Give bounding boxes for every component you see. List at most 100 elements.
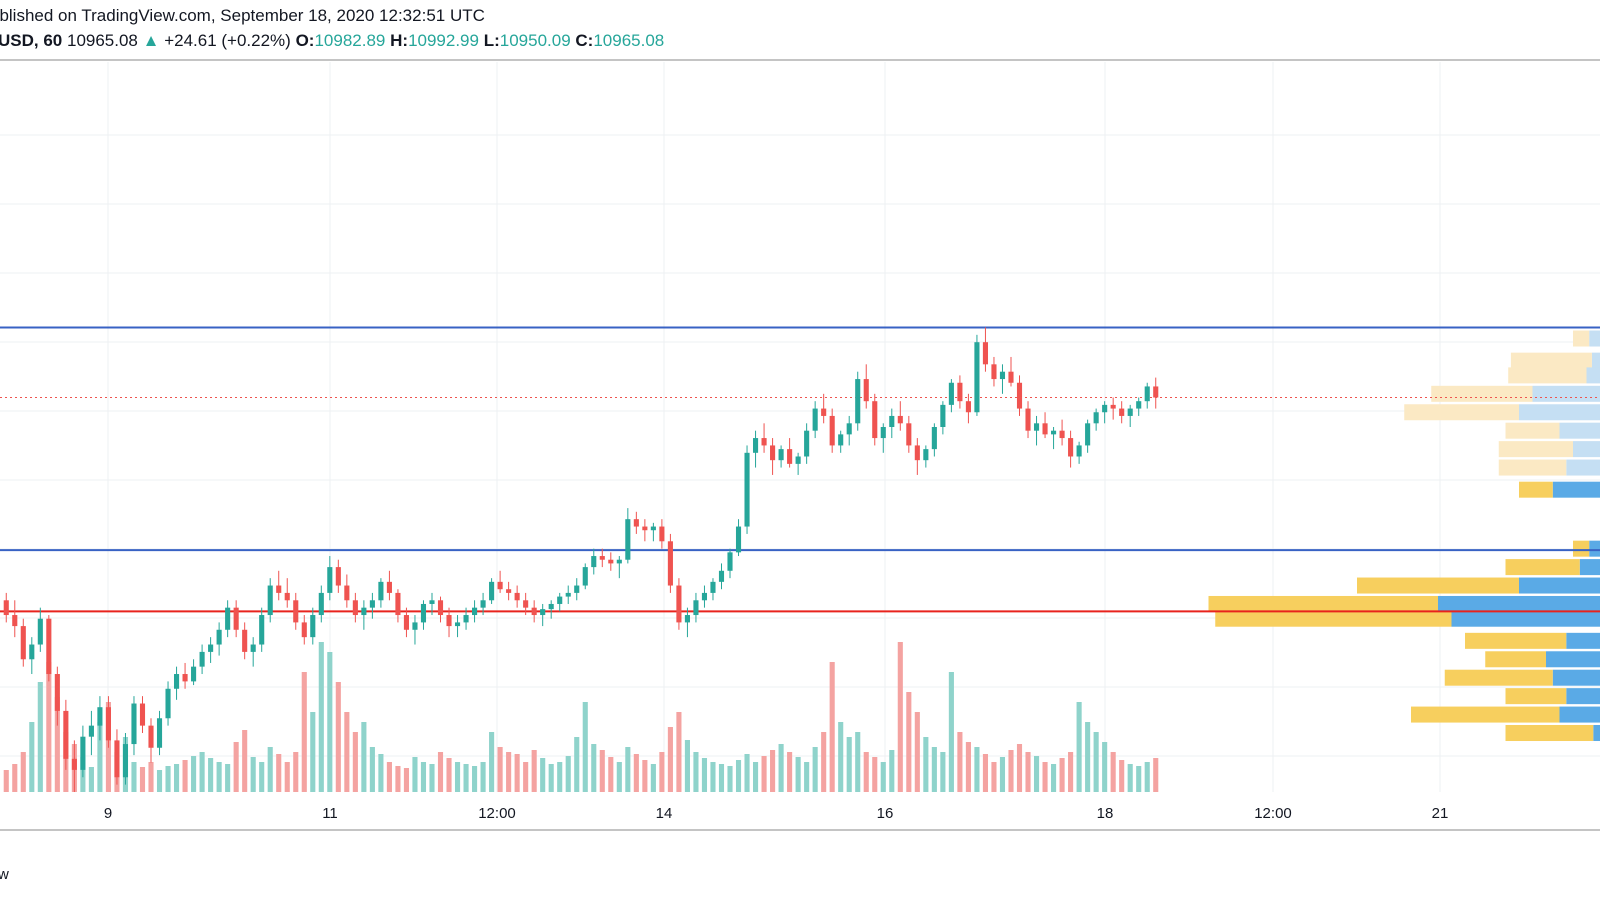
volume-bar <box>1033 756 1040 792</box>
candle-body <box>429 600 435 604</box>
volume-bar <box>29 722 35 792</box>
candle-body <box>872 401 878 439</box>
candle-body <box>974 342 980 413</box>
candle-body <box>242 629 248 652</box>
candle-body <box>420 603 427 623</box>
volume-bar <box>914 712 920 792</box>
candle-body <box>940 404 946 427</box>
candle-body <box>718 570 725 582</box>
volume-profile-up-bar <box>1404 404 1519 421</box>
volume-bar <box>165 766 171 792</box>
candle-body <box>216 629 222 645</box>
candle-body <box>446 615 452 627</box>
volume-bar <box>1136 766 1142 792</box>
candle-body <box>497 581 503 590</box>
candle-body <box>369 600 375 608</box>
volume-bar <box>957 732 963 792</box>
candle-body <box>301 622 307 638</box>
candle-body <box>591 556 597 568</box>
volume-bar <box>173 764 180 792</box>
volume-bar <box>335 682 341 792</box>
volume-bar <box>965 742 971 792</box>
volume-bar <box>1016 744 1023 792</box>
candle-body <box>352 600 358 616</box>
volume-bar <box>182 760 188 792</box>
up-arrow-icon: ▲ <box>142 31 160 50</box>
symbol-label[interactable]: USD, 60 <box>0 31 63 50</box>
candle-body <box>744 452 750 527</box>
publish-text: ublished on TradingView.com, September 1… <box>0 6 485 25</box>
volume-bar <box>821 732 827 792</box>
candle-body <box>88 725 94 737</box>
volume-bar <box>582 702 588 792</box>
volume-profile-down-bar <box>1566 632 1600 649</box>
volume-bar <box>242 730 248 792</box>
volume-bar <box>684 740 690 792</box>
volume-profile-up-bar <box>1465 632 1567 649</box>
candle-body <box>787 449 793 464</box>
volume-bar <box>846 737 852 792</box>
candle-body <box>608 559 614 564</box>
volume-bar <box>301 672 307 792</box>
volume-profile-down-bar <box>1519 404 1600 421</box>
volume-bar <box>787 752 793 792</box>
volume-bar <box>548 764 554 792</box>
candle-body <box>625 519 631 560</box>
candle-body <box>931 427 937 450</box>
volume-bar <box>880 762 886 792</box>
candle-body <box>276 585 282 593</box>
volume-bar <box>650 764 656 792</box>
candle-body <box>97 707 103 726</box>
volume-bar <box>642 760 648 792</box>
volume-bar <box>735 760 742 792</box>
candle-body <box>454 622 461 627</box>
candle-body <box>659 526 665 542</box>
candle-body <box>693 600 699 616</box>
candle-body <box>1127 408 1133 416</box>
volume-bar <box>523 762 529 792</box>
close-value: 10965.08 <box>593 31 665 50</box>
volume-bar <box>1110 752 1116 792</box>
candle-body <box>727 552 733 571</box>
candle-body <box>139 703 146 726</box>
volume-profile-up-bar <box>1357 577 1519 594</box>
candle-body <box>752 438 759 453</box>
volume-bar <box>752 762 759 792</box>
volume-bar <box>472 766 478 792</box>
x-tick-label: 21 <box>1432 805 1449 822</box>
volume-profile-down-bar <box>1559 706 1600 723</box>
candle-body <box>37 618 43 645</box>
candle-body <box>863 379 869 402</box>
volume-bar <box>761 756 767 792</box>
volume-bar <box>489 732 495 792</box>
volume-bar <box>770 750 776 792</box>
volume-bar <box>778 744 784 792</box>
volume-bar <box>872 757 878 792</box>
candle-body <box>122 744 129 778</box>
candle-body <box>804 430 810 457</box>
volume-profile-down-bar <box>1586 367 1600 384</box>
candle-body <box>1119 408 1125 416</box>
volume-bar <box>463 764 469 792</box>
candle-body <box>914 445 920 461</box>
x-tick-label: 16 <box>877 805 894 822</box>
candle-body <box>540 609 546 616</box>
volume-bar <box>889 750 895 792</box>
candle-body <box>616 559 622 564</box>
volume-bar <box>838 722 844 792</box>
volume-bar <box>480 762 486 792</box>
candle-body <box>965 401 971 413</box>
volume-bar <box>625 747 631 792</box>
candle-body <box>233 607 239 630</box>
footer-brand: w <box>0 866 9 883</box>
close-label: C: <box>575 31 594 50</box>
volume-bar <box>208 758 214 792</box>
candle-body <box>633 519 639 527</box>
volume-profile-up-bar <box>1505 725 1594 742</box>
candle-body <box>1136 401 1142 409</box>
volume-bar <box>1008 750 1014 792</box>
candle-body <box>1085 423 1091 446</box>
volume-bar <box>293 752 299 792</box>
volume-bar <box>574 737 580 792</box>
